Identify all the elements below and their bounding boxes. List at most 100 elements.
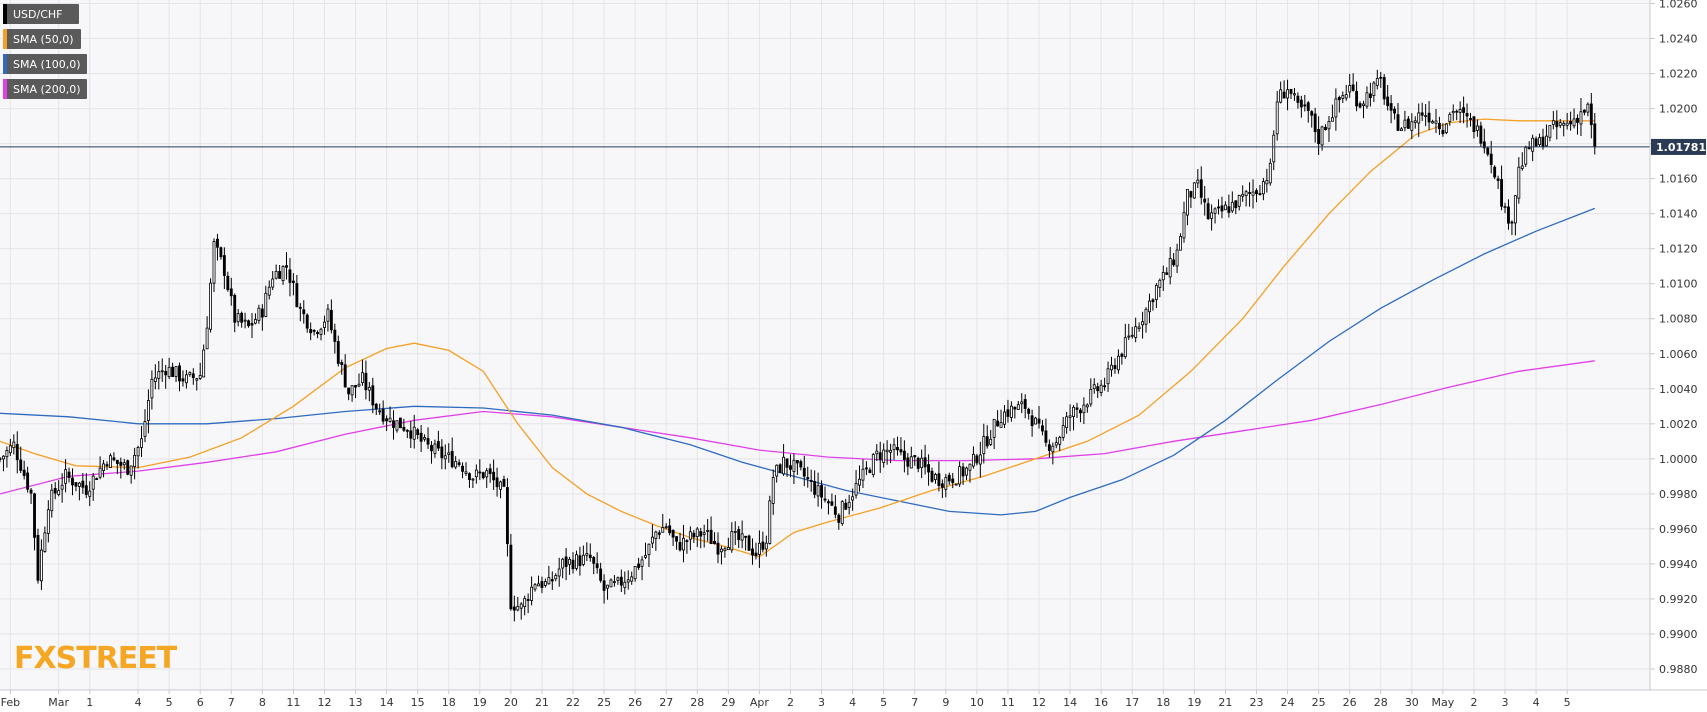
candle-body [409, 430, 413, 439]
candle-body [1455, 110, 1459, 113]
candle-body [1586, 103, 1590, 113]
x-tick-label: Mar [48, 696, 69, 709]
candle-body [260, 308, 264, 318]
candle-body [1475, 125, 1479, 131]
candle-body [847, 501, 851, 508]
x-tick-label: 16 [1094, 696, 1108, 709]
candle-body [581, 554, 585, 565]
candle-body [12, 441, 16, 449]
candle-body [688, 531, 692, 540]
legend-item-bg [3, 54, 87, 74]
candle-body [474, 469, 478, 478]
y-tick-label: 1.0240 [1659, 33, 1698, 46]
candle-body [799, 461, 803, 468]
candle-body [1513, 195, 1517, 224]
candle-body [1400, 128, 1403, 131]
y-tick-label: 1.0260 [1659, 0, 1698, 11]
candle-body [657, 532, 661, 535]
candle-body [1047, 444, 1051, 451]
candle-body [5, 450, 9, 458]
candle-body [357, 383, 361, 387]
candle-body [319, 328, 323, 335]
candle-body [178, 365, 181, 382]
candle-body [1317, 129, 1321, 145]
candle-body [771, 477, 775, 504]
candle-body [1241, 193, 1245, 197]
candle-body [671, 530, 675, 538]
candle-body [1123, 337, 1127, 358]
candle-body [927, 464, 930, 473]
y-tick-label: 1.0160 [1659, 173, 1698, 186]
candle-body [1016, 404, 1020, 410]
candle-body [1072, 406, 1075, 417]
candle-body [982, 436, 986, 455]
x-tick-label: 21 [535, 696, 549, 709]
candle-body [1275, 101, 1279, 135]
candle-body [1303, 104, 1307, 107]
x-axis-ticks: Feb Mar 1 4 5 6 7 8 11 12 13 14 15 18 19 20 21 22 25 26 27 28… [1, 690, 1571, 709]
legend-item[interactable]: USD/CHF [3, 4, 79, 24]
candle-body [57, 490, 61, 495]
candle-body [785, 458, 789, 468]
candle-body [1486, 147, 1490, 155]
candle-body [143, 421, 147, 437]
candle-body [923, 457, 927, 468]
x-tick-label: Apr [750, 696, 770, 709]
candle-body [1524, 147, 1528, 165]
candle-body [464, 471, 468, 474]
legend-item[interactable]: SMA (100,0) [3, 54, 87, 74]
legend-label: SMA (50,0) [13, 33, 74, 46]
x-tick-label: 3 [818, 696, 825, 709]
candle-body [899, 449, 903, 453]
candle-body [512, 606, 516, 611]
candle-body [133, 455, 137, 468]
x-tick-label: 7 [911, 696, 918, 709]
candle-body [1213, 208, 1217, 214]
candle-body [122, 462, 126, 466]
legend-item[interactable]: SMA (200,0) [3, 79, 87, 99]
candle-body [1365, 92, 1369, 107]
candle-body [39, 549, 43, 582]
candle-body [1137, 326, 1141, 329]
candle-body [820, 485, 823, 498]
candle-body [526, 599, 530, 601]
candle-body [8, 445, 12, 454]
candle-body [1431, 121, 1434, 124]
candle-body [675, 536, 679, 542]
candle-body [968, 463, 972, 471]
candle-body [602, 580, 606, 591]
candle-body [920, 457, 924, 469]
candle-body [60, 484, 64, 490]
candle-body [502, 478, 506, 487]
candle-body [1172, 259, 1176, 266]
x-tick-label: 11 [286, 696, 300, 709]
candle-body [934, 473, 937, 480]
candle-body [1234, 200, 1238, 209]
candle-body [478, 471, 482, 474]
candle-body [1382, 77, 1386, 100]
candle-body [291, 280, 295, 283]
legend-item[interactable]: SMA (50,0) [3, 29, 81, 49]
candle-body [1041, 425, 1044, 432]
candle-body [871, 454, 875, 475]
candle-body [958, 466, 962, 485]
candle-body [1141, 321, 1145, 326]
candle-body [806, 477, 810, 479]
candle-body [385, 418, 389, 422]
legend-label: SMA (100,0) [13, 58, 81, 71]
y-tick-label: 1.0060 [1659, 348, 1698, 361]
candle-body [229, 288, 233, 297]
candle-body [381, 408, 385, 422]
candle-body [1175, 249, 1179, 267]
candle-body [840, 501, 844, 524]
plot-area [0, 0, 1650, 690]
candle-body [1286, 89, 1289, 99]
candle-body [1223, 204, 1227, 211]
last-price-tag: 1.01781 [1651, 138, 1706, 155]
candle-body [202, 349, 206, 378]
candle-body [254, 319, 257, 324]
y-tick-label: 1.0080 [1659, 313, 1698, 326]
x-tick-label: 5 [880, 696, 887, 709]
candle-body [426, 438, 430, 445]
candle-body [388, 417, 392, 422]
